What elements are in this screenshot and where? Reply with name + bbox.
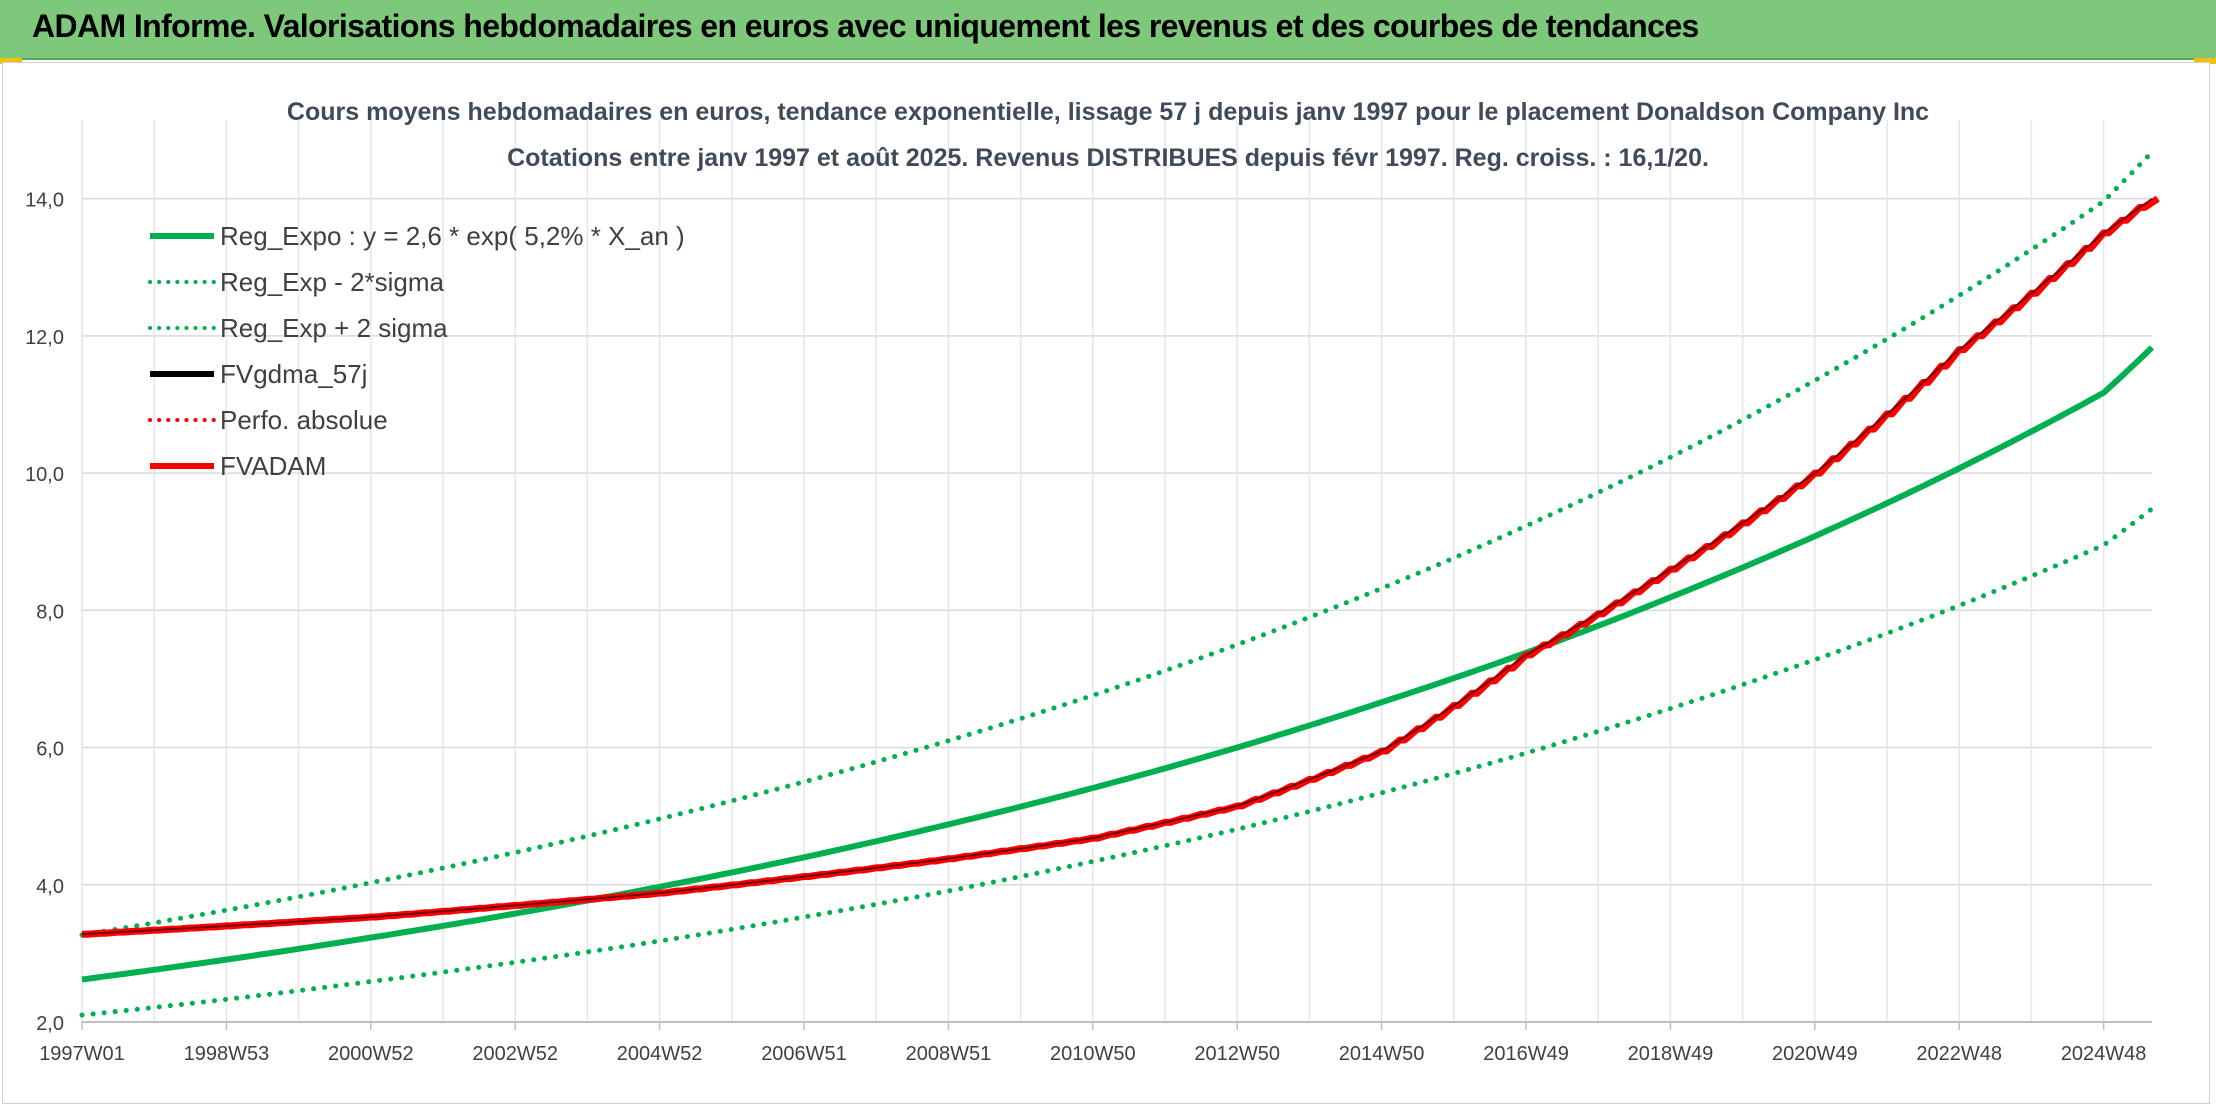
corner-mark-top-left (0, 58, 22, 64)
legend-label: FVADAM (220, 451, 326, 481)
x-tick-label: 2016W49 (1483, 1043, 1569, 1065)
corner-mark-top-right (2194, 58, 2216, 64)
x-tick-label: 2004W52 (617, 1043, 703, 1065)
x-tick-label: 2014W50 (1339, 1043, 1425, 1065)
y-tick-label: 10,0 (25, 464, 64, 486)
series-1 (79, 506, 2155, 1018)
y-tick-label: 12,0 (25, 327, 64, 349)
x-tick-label: 1997W01 (39, 1043, 125, 1065)
legend-label: Reg_Exp + 2 sigma (220, 313, 448, 343)
legend: Reg_Expo : y = 2,6 * exp( 5,2% * X_an ) R… (148, 221, 685, 481)
x-tick-label: 2000W52 (328, 1043, 414, 1065)
y-tick-label: 2,0 (36, 1013, 64, 1035)
y-tick-label: 4,0 (36, 876, 64, 898)
legend-label: Reg_Expo : y = 2,6 * exp( 5,2% * X_an ) (220, 221, 685, 251)
x-tick-label: 2010W50 (1050, 1043, 1136, 1065)
x-tick-label: 2008W51 (906, 1043, 992, 1065)
x-tick-label: 2018W49 (1628, 1043, 1714, 1065)
x-tick-label: 1998W53 (184, 1043, 270, 1065)
legend-label: Reg_Exp - 2*sigma (220, 267, 445, 297)
series-fvgdma-57j (82, 197, 2159, 936)
y-tick-label: 6,0 (36, 739, 64, 761)
chart-frame (2, 62, 2210, 1104)
header-bar: ADAM Informe. Valorisations hebdomadaire… (0, 0, 2216, 60)
series-fvgdma-overlay (81, 197, 2153, 936)
series-0 (81, 345, 2155, 983)
x-tick-label: 2002W52 (472, 1043, 558, 1065)
page-title: ADAM Informe. Valorisations hebdomadaire… (32, 8, 1699, 44)
legend-label: Perfo. absolue (220, 405, 388, 435)
x-tick-label: 2024W48 (2061, 1043, 2147, 1065)
legend-label: FVgdma_57j (220, 359, 367, 389)
x-tick-label: 2020W49 (1772, 1043, 1858, 1065)
x-tick-label: 2006W51 (761, 1043, 847, 1065)
grid-layer (81, 120, 2152, 1023)
y-tick-label: 14,0 (25, 190, 64, 212)
series-2 (79, 149, 2155, 938)
x-tick-label: 2022W48 (1916, 1043, 2002, 1065)
chart-title: Cours moyens hebdomadaires en euros, ten… (287, 98, 1929, 126)
chart-subtitle: Cotations entre janv 1997 et août 2025. … (507, 144, 1709, 172)
x-tick-label: 2012W50 (1194, 1043, 1280, 1065)
series-layer (79, 149, 2160, 1018)
series-fvadam (82, 195, 2160, 938)
axis-layer: 2,0 4,0 6,0 8,0 10,0 12,0 14,0 1997W01 1998W53 20… (25, 190, 2152, 1065)
y-tick-label: 8,0 (36, 601, 64, 623)
